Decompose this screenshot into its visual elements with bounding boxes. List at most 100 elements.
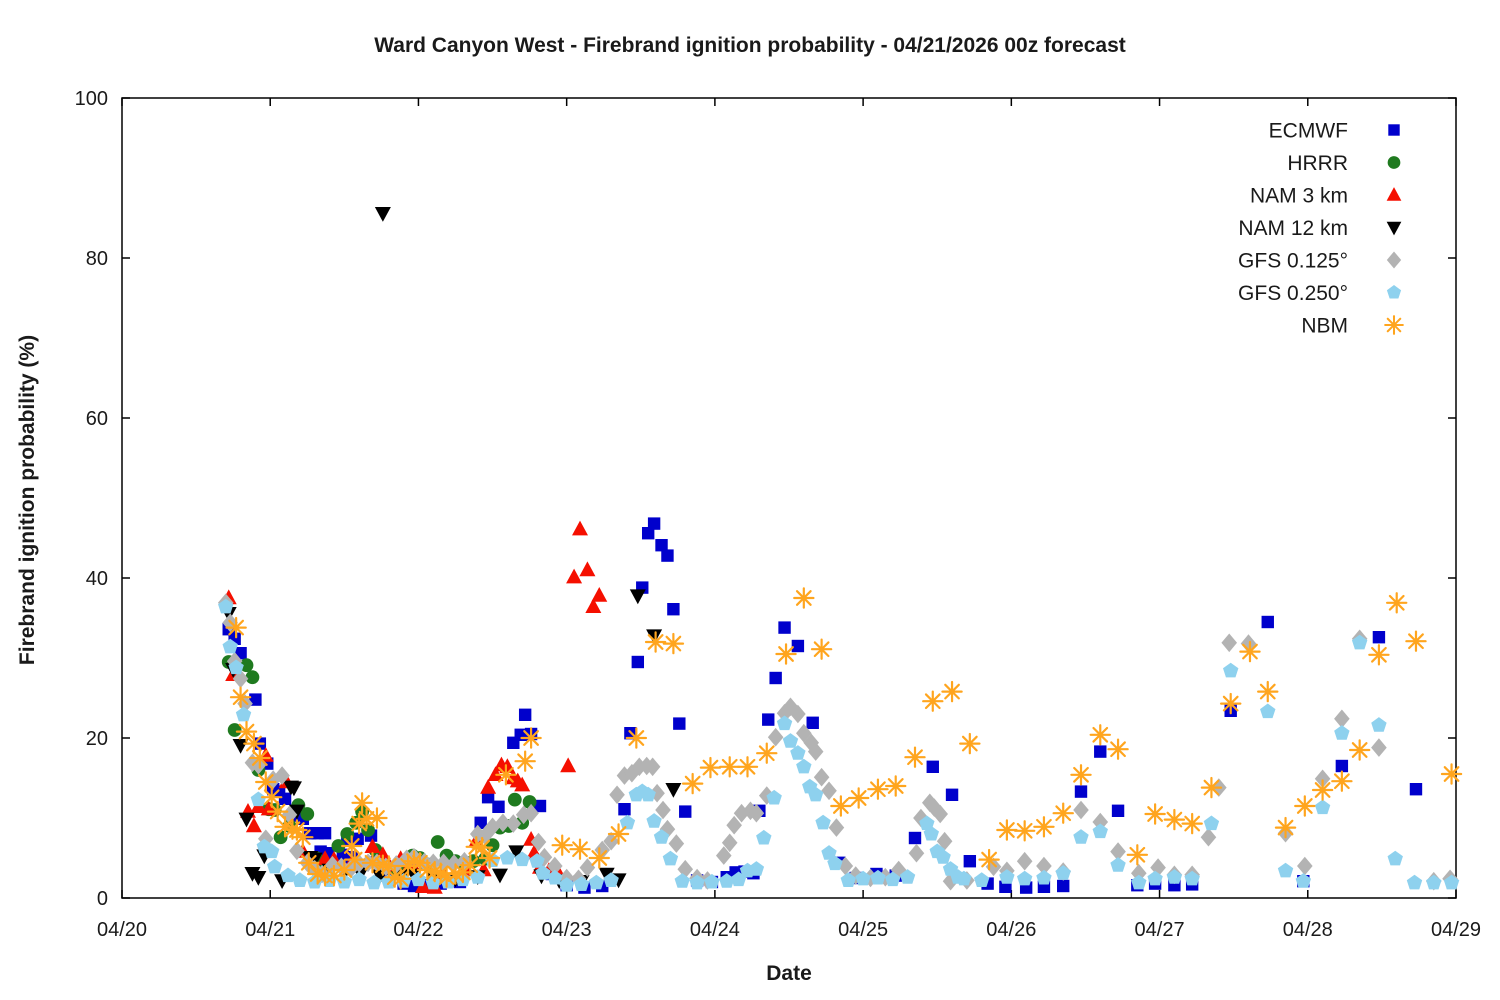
data-point-marker <box>776 715 793 731</box>
data-point-marker <box>1242 643 1258 660</box>
y-tick-label: 100 <box>75 88 108 110</box>
data-point-marker <box>1314 769 1331 789</box>
data-point-marker <box>232 689 249 706</box>
data-point-marker <box>659 819 676 839</box>
data-point-marker <box>1335 759 1349 773</box>
data-point-marker <box>594 840 611 860</box>
data-point-marker <box>926 760 939 773</box>
data-point-marker <box>981 851 997 868</box>
data-point-marker <box>689 874 705 890</box>
data-point-marker <box>318 827 332 840</box>
data-point-marker <box>1351 742 1368 758</box>
data-point-marker <box>257 774 274 790</box>
data-point-marker <box>832 798 849 814</box>
data-point-marker <box>228 659 244 675</box>
legend-label: NAM 12 km <box>1238 217 1348 240</box>
data-point-marker <box>1036 869 1052 885</box>
data-point-marker <box>238 812 255 828</box>
data-point-marker <box>426 863 443 880</box>
data-point-marker <box>1166 811 1183 828</box>
data-point-marker <box>469 824 486 844</box>
data-point-marker <box>1055 865 1071 880</box>
data-point-marker <box>269 803 286 820</box>
data-point-marker <box>1386 317 1402 333</box>
data-point-marker <box>609 785 625 805</box>
series-gfs-0-250- <box>218 598 1460 892</box>
data-point-marker <box>1386 187 1402 201</box>
data-point-marker <box>684 775 701 792</box>
data-point-marker <box>1371 738 1387 757</box>
data-point-marker <box>495 813 511 833</box>
data-point-marker <box>374 207 391 222</box>
data-point-marker <box>438 869 455 886</box>
data-point-marker <box>647 634 664 650</box>
data-point-marker <box>756 829 772 845</box>
data-point-marker <box>529 853 545 868</box>
legend-item-ecmwf: ECMWF <box>1269 120 1400 143</box>
data-point-marker <box>762 713 775 726</box>
data-point-marker <box>870 781 886 798</box>
data-point-marker <box>386 869 403 886</box>
data-point-marker <box>462 857 479 874</box>
data-point-marker <box>1261 615 1274 629</box>
data-point-marker <box>300 854 317 871</box>
data-point-marker <box>309 866 326 882</box>
data-point-marker <box>505 814 522 833</box>
data-point-marker <box>251 750 268 766</box>
data-point-marker <box>481 850 498 866</box>
data-point-marker <box>572 841 588 858</box>
data-point-marker <box>474 839 491 856</box>
plot-border <box>121 97 1457 899</box>
data-point-marker <box>1016 822 1033 839</box>
data-point-marker <box>585 598 602 613</box>
data-point-marker <box>289 841 305 861</box>
data-point-marker <box>813 641 830 658</box>
data-point-marker <box>806 716 819 729</box>
x-tick-label: 04/26 <box>986 919 1036 941</box>
data-point-marker <box>294 829 311 846</box>
y-tick-label: 40 <box>86 568 108 590</box>
data-point-marker <box>766 789 782 805</box>
data-point-marker <box>517 753 534 770</box>
data-point-marker <box>222 638 238 654</box>
x-tick-label: 04/21 <box>245 919 295 941</box>
data-point-marker <box>266 858 283 874</box>
data-point-marker <box>999 869 1015 884</box>
series-nam-12-km <box>220 207 682 890</box>
data-point-marker <box>748 803 765 823</box>
data-point-marker <box>631 655 645 669</box>
data-point-marker <box>1222 695 1239 712</box>
data-point-marker <box>380 858 397 874</box>
data-point-marker <box>1057 879 1070 893</box>
data-point-marker <box>1426 874 1442 890</box>
data-point-marker <box>961 735 978 752</box>
data-point-marker <box>250 791 267 807</box>
data-point-marker <box>790 745 806 760</box>
x-tick-label: 04/23 <box>542 919 592 941</box>
data-point-marker <box>885 871 901 887</box>
data-point-marker <box>665 783 682 798</box>
data-point-marker <box>1351 634 1368 650</box>
data-point-marker <box>795 590 812 606</box>
data-point-marker <box>1388 124 1400 136</box>
data-point-marker <box>547 869 563 885</box>
data-point-marker <box>923 825 939 841</box>
data-point-marker <box>250 871 267 886</box>
data-point-marker <box>498 766 514 783</box>
data-point-marker <box>647 517 661 530</box>
data-point-marker <box>924 693 941 710</box>
data-point-marker <box>767 727 784 747</box>
data-point-marker <box>1408 633 1424 650</box>
data-point-marker <box>815 814 831 830</box>
data-point-marker <box>292 872 308 887</box>
data-point-marker <box>1314 782 1331 798</box>
series-gfs-0-125- <box>217 593 1458 891</box>
data-point-marker <box>514 851 530 867</box>
data-point-marker <box>1016 851 1033 871</box>
data-point-marker <box>1073 829 1089 844</box>
data-point-marker <box>782 733 799 748</box>
data-point-marker <box>246 735 262 752</box>
data-point-marker <box>1334 725 1350 740</box>
data-point-marker <box>579 858 596 877</box>
data-point-marker <box>598 867 615 883</box>
